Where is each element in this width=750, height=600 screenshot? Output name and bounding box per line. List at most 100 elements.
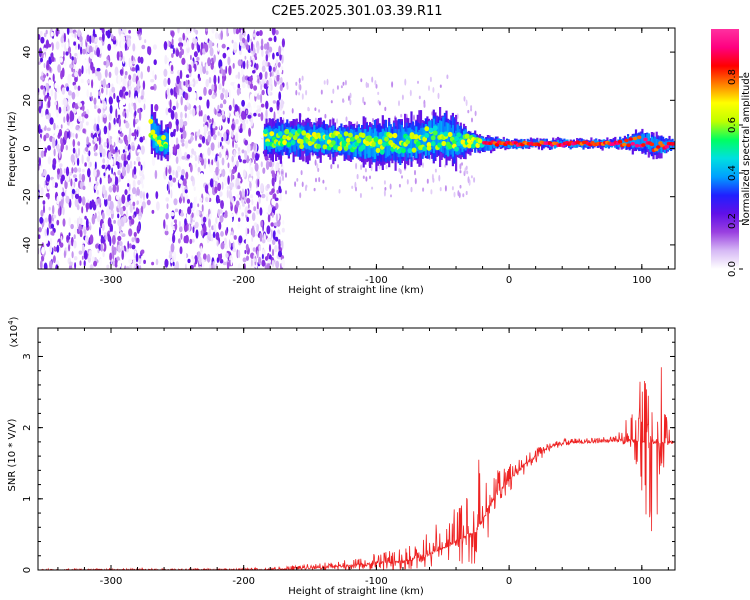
noise-blob — [85, 121, 89, 126]
noise-blob — [93, 145, 96, 152]
noise-blob — [295, 89, 298, 96]
signal-halo — [625, 140, 628, 146]
noise-blob — [184, 92, 189, 101]
noise-blob — [96, 189, 99, 195]
noise-blob — [194, 221, 199, 229]
noise-blob — [48, 206, 51, 211]
noise-blob — [230, 257, 233, 266]
noise-blob — [123, 119, 126, 124]
noise-blob — [217, 252, 223, 261]
noise-blob — [74, 219, 78, 224]
signal-peak — [624, 138, 629, 143]
noise-blob — [229, 168, 232, 173]
noise-blob — [118, 240, 123, 247]
noise-blob — [45, 29, 48, 35]
noise-blob — [43, 169, 47, 177]
noise-blob — [280, 66, 284, 71]
noise-blob — [150, 78, 155, 83]
signal-peak — [356, 138, 362, 144]
noise-blob — [119, 231, 123, 235]
noise-blob — [43, 74, 46, 79]
noise-blob — [208, 40, 213, 49]
signal-halo — [507, 143, 510, 149]
noise-blob — [236, 87, 240, 96]
noise-blob — [249, 83, 254, 90]
noise-blob — [221, 136, 224, 142]
signal-peak — [475, 142, 481, 148]
noise-blob — [105, 174, 108, 185]
snr-frame — [37, 327, 676, 571]
noise-blob — [100, 62, 103, 71]
noise-blob — [181, 186, 185, 194]
noise-blob — [261, 253, 264, 260]
noise-blob — [391, 81, 394, 88]
noise-blob — [459, 184, 462, 189]
noise-blob — [174, 111, 178, 121]
noise-blob — [127, 240, 130, 250]
noise-blob — [77, 43, 80, 50]
noise-blob — [173, 144, 176, 154]
noise-blob — [220, 92, 225, 101]
noise-blob — [69, 123, 73, 129]
noise-blob — [45, 238, 48, 244]
signal-halo — [601, 139, 604, 144]
noise-blob — [242, 257, 247, 263]
noise-blob — [65, 145, 69, 151]
noise-blob — [43, 32, 47, 38]
spectrogram-ylabel: Frequency (Hz) — [7, 111, 18, 187]
noise-blob — [307, 107, 310, 112]
y-tick-label: 20 — [22, 94, 33, 107]
noise-blob — [191, 212, 194, 218]
noise-blob — [206, 253, 211, 263]
noise-blob — [125, 201, 129, 208]
noise-blob — [201, 136, 206, 144]
noise-blob — [254, 56, 258, 61]
signal-peak — [161, 134, 166, 141]
noise-blob — [174, 208, 179, 213]
noise-blob — [254, 92, 258, 97]
noise-blob — [74, 71, 79, 78]
signal-peak — [643, 137, 648, 142]
signal-peak — [159, 146, 164, 152]
noise-blob — [96, 47, 100, 58]
noise-blob — [172, 261, 175, 267]
noise-blob — [301, 93, 304, 100]
noise-blob — [74, 226, 77, 234]
noise-blob — [82, 104, 85, 112]
signal-peak — [424, 126, 430, 132]
noise-blob — [38, 34, 41, 40]
noise-blob — [205, 178, 210, 184]
signal-peak — [437, 142, 442, 148]
noise-blob — [178, 80, 182, 90]
noise-blob — [232, 98, 235, 108]
noise-blob — [53, 122, 56, 131]
noise-blob — [254, 232, 258, 237]
noise-blob — [276, 219, 281, 227]
noise-blob — [102, 251, 105, 258]
noise-blob — [38, 227, 42, 233]
noise-blob — [223, 131, 227, 142]
noise-blob — [271, 28, 276, 36]
noise-blob — [80, 121, 83, 129]
noise-blob — [206, 115, 210, 121]
colorbar-label: Normalized spectral amplitude — [741, 72, 750, 226]
noise-blob — [119, 89, 124, 98]
noise-blob — [54, 90, 57, 101]
colorbar-tick-label: 0.4 — [727, 165, 738, 181]
signal-halo — [404, 131, 407, 150]
noise-blob — [219, 168, 222, 174]
noise-blob — [173, 219, 178, 224]
noise-blob — [192, 107, 196, 117]
noise-blob — [444, 185, 447, 192]
noise-blob — [390, 194, 392, 198]
noise-blob — [253, 112, 257, 117]
noise-blob — [239, 41, 243, 46]
signal-peak — [443, 131, 449, 137]
noise-blob — [201, 204, 204, 212]
noise-blob — [56, 244, 60, 253]
noise-blob — [183, 120, 188, 127]
x-tick-label: 0 — [506, 576, 512, 587]
noise-blob — [342, 99, 345, 103]
noise-blob — [132, 76, 137, 83]
noise-blob — [114, 176, 119, 186]
